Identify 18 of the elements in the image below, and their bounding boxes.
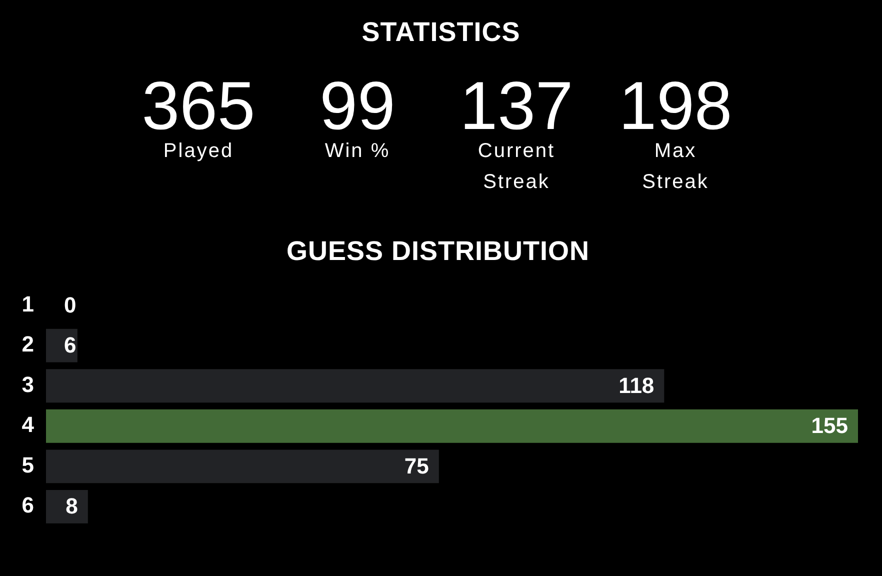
- y-tick-label: 2: [22, 332, 34, 357]
- bar: [46, 369, 664, 403]
- data-label: 155: [811, 413, 848, 438]
- data-label: 118: [618, 372, 654, 398]
- data-label: 8: [66, 494, 78, 519]
- text: STATISTICS: [360, 17, 522, 48]
- bar: [46, 490, 88, 524]
- y-tick-label: 5: [22, 452, 34, 478]
- chart-title: GUESS DISTRIBUTION: [285, 236, 591, 267]
- data-label: 0: [64, 292, 76, 318]
- bar: [46, 450, 439, 484]
- data-label: 75: [404, 453, 429, 478]
- data-label: 6: [64, 332, 76, 358]
- y-tick-label: 3: [22, 372, 34, 397]
- y-tick-label: 4: [22, 412, 35, 438]
- y-tick-label: 6: [22, 492, 34, 518]
- y-tick-label: 1: [22, 291, 34, 316]
- bar: [46, 409, 858, 443]
